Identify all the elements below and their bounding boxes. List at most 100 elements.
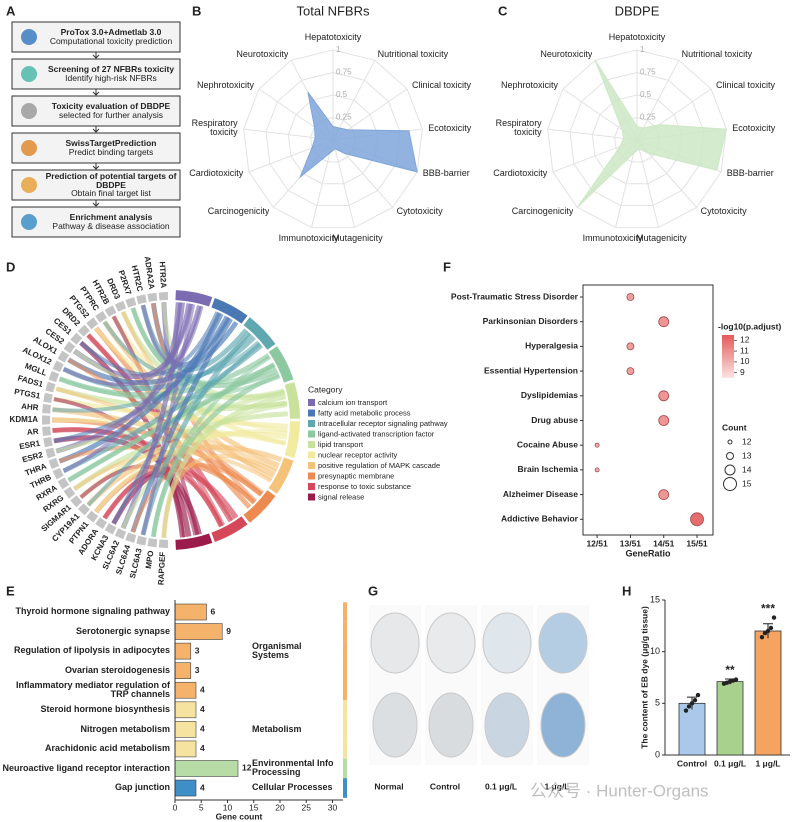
legend-label: response to toxic substance xyxy=(318,482,411,491)
axis-label-box: Neurotoxicity xyxy=(540,49,592,59)
grid-ring xyxy=(547,49,727,228)
grid-ring xyxy=(287,94,379,185)
gene-segment xyxy=(95,311,108,323)
axis-label: Nutritional toxicity xyxy=(377,49,449,60)
data-point xyxy=(765,628,771,634)
category-label: Neuroactive ligand receptor interaction xyxy=(2,762,170,773)
bar xyxy=(174,760,239,777)
legend-label: calcium ion transport xyxy=(318,398,388,407)
axis-label: Hepatotoxicity xyxy=(608,32,666,43)
colorbar xyxy=(722,335,734,378)
gene-segment xyxy=(77,503,90,516)
group-strip xyxy=(343,739,347,759)
r-tick-label: 0.5 xyxy=(336,90,348,99)
category-label: Thyroid hormone signaling pathway xyxy=(15,606,170,617)
gene-segment xyxy=(52,467,64,480)
gene-segment xyxy=(114,528,127,540)
data-point xyxy=(695,692,701,698)
image-label: Normal xyxy=(374,781,403,791)
legend-label: fatty acid metabolic process xyxy=(318,408,411,417)
category-label-box: Serotonergic synapse xyxy=(75,625,170,636)
axis-label-box: Mutagenicity xyxy=(332,233,383,243)
legend-swatch xyxy=(308,441,315,448)
axis-label-box: Carcinogenicity xyxy=(512,206,574,216)
axis-label-box: Respiratory toxicity xyxy=(496,118,542,137)
ribbon xyxy=(141,303,196,536)
axis-label: Respiratory toxicity xyxy=(191,117,238,138)
panel-label: H xyxy=(622,583,631,598)
group-label: Cellular Processes xyxy=(252,782,333,793)
grid-ring xyxy=(591,94,683,185)
gene-segment xyxy=(45,447,56,459)
category-segment xyxy=(284,421,300,459)
axis-label-box: Cytotoxicity xyxy=(701,206,747,216)
value-label: 3 xyxy=(195,665,200,675)
size-legend-label: 15 xyxy=(742,478,752,488)
panel-label: E xyxy=(6,583,15,598)
brain-top xyxy=(426,612,476,674)
step-title: Screening of 27 NFBRs toxicity xyxy=(47,64,175,75)
axis-label: Hepatotoxicity xyxy=(304,32,362,43)
axis-label: BBB-barrier xyxy=(726,168,774,179)
r-tick-label: 1 xyxy=(640,45,645,54)
axis-label: Carcinogenicity xyxy=(207,206,270,217)
gene-segment xyxy=(57,477,70,490)
category-label: Regulation of lipolysis in adipocytes xyxy=(13,645,170,656)
y-tick-label: Dyslipidemias xyxy=(521,390,578,400)
legend-swatch xyxy=(308,451,315,459)
category-segment xyxy=(284,381,300,419)
axis-label-box: Nephrotoxicity xyxy=(196,79,254,90)
bar xyxy=(174,642,192,660)
y-tick-label: Alzheimer Disease xyxy=(503,489,578,499)
size-legend-dot xyxy=(727,439,733,445)
x-tick-label: 5 xyxy=(199,802,204,812)
axis-label: Neurotoxicity xyxy=(236,49,289,60)
step-title: Prediction of potential targets of DBDPE xyxy=(45,170,177,190)
category-segment xyxy=(243,317,276,350)
axis-label-box: Neurotoxicity xyxy=(236,49,289,60)
chart-title: Total NFBRs xyxy=(297,3,370,18)
panel-label: F xyxy=(443,259,451,274)
category-segment xyxy=(268,346,294,383)
step-box xyxy=(11,132,181,164)
value-label: 3 xyxy=(195,645,200,655)
axis-label: Nephrotoxicity xyxy=(196,79,254,90)
bar xyxy=(754,630,782,756)
value-label: 4 xyxy=(200,743,205,753)
colorbar-label: 10 xyxy=(740,356,750,366)
category-label-box: Thyroid hormone signaling pathway xyxy=(15,606,170,617)
data-point xyxy=(771,615,777,620)
y-tick-label: Brain Ischemia xyxy=(518,464,579,474)
dot xyxy=(626,367,635,376)
r-tick-label: 0.75 xyxy=(640,68,656,77)
category-label-box: Steroid hormone biosynthesis xyxy=(40,704,170,714)
legend-label: presynaptic membrane xyxy=(318,471,394,480)
bar xyxy=(174,662,192,679)
brain-bottom xyxy=(428,692,474,758)
value-label: 6 xyxy=(211,606,216,616)
axis-label: Ecotoxicity xyxy=(428,122,472,133)
size-legend-label: 14 xyxy=(742,464,752,474)
category-label: Serotonergic synapse xyxy=(75,625,170,636)
brain-top xyxy=(482,612,532,674)
axis-label: Clinical toxicity xyxy=(716,79,776,90)
gene-segment xyxy=(45,381,56,393)
x-tick-label: 0 xyxy=(173,802,178,812)
bar xyxy=(716,681,744,756)
size-legend-title: Count xyxy=(722,422,747,432)
step-icon xyxy=(21,140,37,156)
category-label-box: Arachidonic acid metabolism xyxy=(45,743,170,753)
step-icon xyxy=(21,214,37,230)
axis-label-box: Cytotoxicity xyxy=(397,206,443,216)
dot xyxy=(594,467,600,473)
step-subtitle: Predict binding targets xyxy=(68,147,154,157)
gene-segment xyxy=(147,292,158,302)
axis-label-box: BBB-barrier xyxy=(726,168,774,179)
dot xyxy=(658,415,670,426)
gene-segment xyxy=(104,523,117,535)
legend-title: Category xyxy=(308,384,343,394)
dot xyxy=(626,293,635,301)
ribbon xyxy=(102,469,224,528)
group-label: Environmental Info Processing xyxy=(252,758,334,778)
